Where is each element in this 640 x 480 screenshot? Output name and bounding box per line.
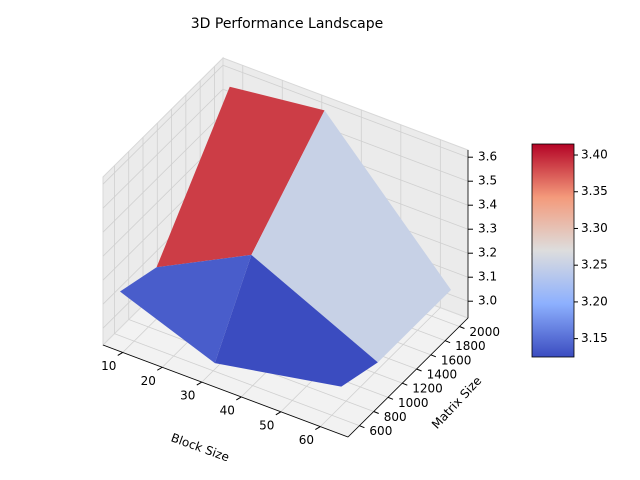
y-tick	[430, 354, 437, 358]
grid-line	[114, 333, 360, 427]
colorbar-tick-label: 3.15	[581, 331, 608, 345]
x-tick-label: 50	[259, 418, 274, 432]
z-tick-label: 3.5	[478, 174, 497, 188]
x-tick	[236, 396, 242, 401]
y-tick-label: 1400	[427, 368, 458, 382]
axis-line	[347, 317, 469, 438]
y-tick	[373, 411, 379, 414]
y-tick	[459, 326, 465, 329]
y-tick	[359, 425, 365, 429]
y-tick	[444, 340, 451, 344]
grid-line	[102, 112, 224, 233]
y-tick-label: 600	[369, 424, 392, 438]
grid-line	[320, 307, 441, 427]
colorbar-tick-label: 3.35	[581, 184, 608, 198]
z-tick-label: 3.3	[478, 222, 497, 236]
z-tick-label: 3.1	[478, 270, 497, 284]
surface-facet	[119, 254, 252, 364]
x-axis-label: Block Size	[169, 431, 231, 465]
z-tick-label: 3.6	[478, 150, 497, 164]
colorbar-tick-label: 3.40	[581, 148, 608, 162]
colorbar-tick-label: 3.30	[581, 221, 608, 235]
y-tick-label: 2000	[469, 325, 500, 339]
x-tick	[117, 351, 124, 356]
x-tick	[157, 366, 163, 371]
colorbar-tick-label: 3.20	[581, 294, 608, 308]
z-tick-label: 3.0	[478, 294, 497, 308]
grid-line	[102, 88, 224, 209]
y-tick	[402, 382, 408, 386]
y-tick-label: 1000	[398, 396, 429, 410]
x-tick-label: 20	[141, 374, 156, 388]
y-tick-label: 1800	[455, 339, 486, 353]
surface-facet	[156, 86, 325, 268]
axis-line	[102, 344, 349, 438]
chart-title: 3D Performance Landscape	[191, 16, 384, 32]
x-tick-label: 60	[299, 433, 314, 447]
y-tick	[387, 396, 394, 400]
y-tick-label: 800	[384, 410, 407, 424]
y-tick	[416, 368, 422, 372]
grid-line	[102, 64, 224, 185]
grid-line	[222, 64, 469, 158]
colorbar-tick-label: 3.25	[581, 258, 608, 272]
colorbar	[531, 143, 575, 358]
surface-facet	[214, 254, 378, 387]
x-tick-label: 30	[180, 389, 195, 403]
z-tick-label: 3.2	[478, 246, 497, 260]
x-tick	[196, 381, 203, 386]
y-tick-label: 1600	[441, 353, 472, 367]
surface-facet	[251, 110, 452, 363]
z-tick-label: 3.4	[478, 198, 497, 212]
x-tick	[315, 426, 321, 431]
x-tick-label: 10	[101, 359, 116, 373]
y-tick-label: 1200	[412, 382, 443, 396]
x-tick-label: 40	[220, 403, 235, 417]
x-tick	[275, 411, 282, 416]
